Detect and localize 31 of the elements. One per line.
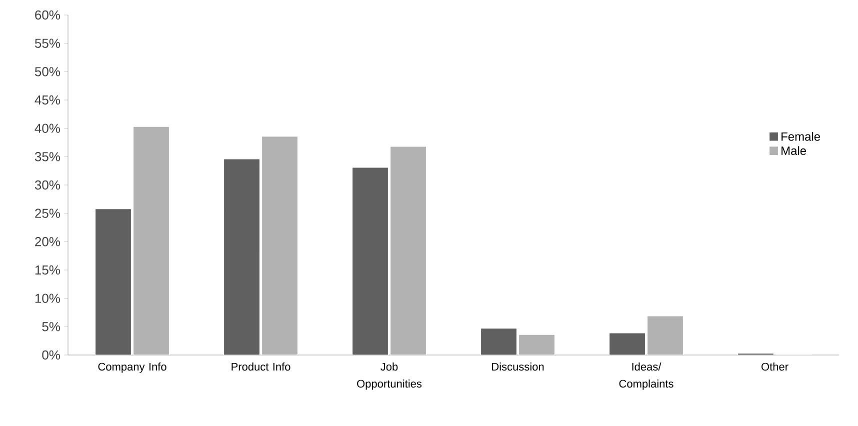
x-tick-label: Company Info bbox=[98, 362, 166, 373]
y-tick-label: 40% bbox=[34, 124, 60, 133]
y-tick-label: 55% bbox=[34, 38, 60, 48]
x-tick-label: Product Info bbox=[232, 362, 290, 371]
y-tick-label: 60% bbox=[35, 10, 60, 20]
y-tick-label: 0% bbox=[42, 350, 60, 360]
y-tick-label: 10% bbox=[35, 294, 60, 303]
y-tick-label: 30% bbox=[34, 180, 60, 190]
bar bbox=[94, 208, 132, 355]
y-tick-label: 5% bbox=[42, 322, 60, 332]
bar bbox=[223, 158, 260, 355]
y-tick-label: 50% bbox=[34, 67, 60, 76]
y-tick-label: 20% bbox=[35, 237, 60, 246]
legend-label: Female bbox=[782, 132, 820, 141]
bar bbox=[261, 136, 298, 355]
x-tick-label: Job Opportunities bbox=[357, 362, 422, 390]
y-tick-label: 45% bbox=[34, 95, 60, 105]
bar bbox=[352, 167, 389, 355]
y-tick-label: 15% bbox=[35, 265, 60, 275]
y-tick-label: 35% bbox=[34, 152, 60, 162]
y-tick-label: 25% bbox=[35, 208, 60, 218]
x-tick-label: Other bbox=[762, 362, 788, 371]
x-tick-label: Discussion bbox=[492, 362, 544, 371]
bar bbox=[518, 334, 556, 355]
bar bbox=[132, 126, 170, 355]
legend-label: Male bbox=[782, 146, 806, 156]
bar bbox=[390, 146, 427, 355]
bar bbox=[608, 332, 646, 355]
x-tick-label: Ideas/ Complaints bbox=[619, 362, 674, 390]
bar bbox=[480, 328, 518, 355]
bar bbox=[646, 316, 684, 355]
